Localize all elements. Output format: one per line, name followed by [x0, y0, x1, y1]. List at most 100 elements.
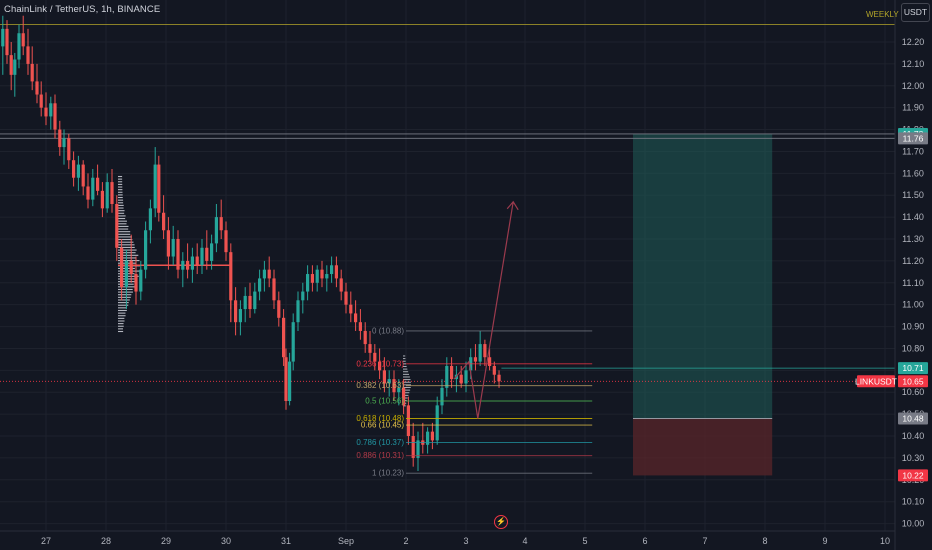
y-tick-label: 10.90 — [902, 322, 925, 332]
candle — [17, 24, 21, 69]
candle-body — [176, 239, 180, 270]
volume-bar — [118, 233, 131, 235]
candle-body — [248, 295, 252, 310]
candle — [171, 225, 175, 266]
candle — [243, 287, 247, 323]
candle-body — [483, 344, 487, 358]
candle — [86, 173, 90, 209]
x-tick-label: 31 — [281, 536, 291, 546]
candle — [76, 155, 80, 191]
candle-body — [13, 59, 17, 75]
candle-body — [310, 274, 314, 283]
candle-body — [96, 177, 100, 191]
price-tag-bg — [898, 375, 928, 388]
candle-body — [238, 309, 242, 323]
candle — [190, 247, 194, 283]
candle — [62, 129, 66, 165]
candle — [219, 199, 223, 240]
volume-bar — [118, 189, 123, 191]
target-zone — [633, 133, 773, 419]
candle-body — [148, 208, 152, 231]
volume-bar — [118, 217, 126, 220]
candle — [176, 230, 180, 279]
candle — [253, 282, 257, 314]
price-axis[interactable]: 12.2012.1012.0011.9011.8011.7011.6011.50… — [894, 0, 925, 550]
candle-body — [9, 55, 13, 75]
volume-bar — [403, 386, 411, 388]
candle — [91, 168, 95, 207]
candle — [200, 239, 204, 275]
fib-label: 0.66 (10.45) — [361, 421, 404, 430]
y-tick-label: 11.60 — [902, 168, 924, 178]
candle — [258, 269, 262, 301]
candle-body — [492, 365, 496, 375]
y-tick-label: 10.00 — [902, 519, 925, 529]
x-tick-label: 3 — [463, 536, 468, 546]
y-tick-label: 10.60 — [902, 387, 925, 397]
fib-label: 0.236 (10.73) — [356, 359, 404, 368]
volume-bar — [118, 199, 124, 201]
candle — [162, 195, 166, 240]
candle-body — [76, 164, 80, 178]
projection-line — [453, 201, 514, 419]
candle — [214, 203, 218, 253]
candle-body — [157, 164, 161, 213]
candle-body — [392, 379, 396, 393]
volume-bar — [403, 392, 410, 394]
candle-body — [105, 182, 109, 209]
candle-body — [30, 63, 34, 82]
candle — [288, 352, 292, 406]
candle — [144, 221, 148, 279]
candle — [459, 365, 463, 388]
candle — [310, 265, 314, 292]
candle-body — [430, 431, 434, 441]
fib-label: 0.886 (10.31) — [356, 451, 404, 460]
candle-body — [344, 291, 348, 305]
price-tag-bg — [898, 412, 928, 425]
candle-body — [67, 138, 71, 161]
candle — [30, 46, 34, 91]
fib-label: 0 (10.88) — [372, 326, 404, 335]
volume-bar — [118, 246, 135, 248]
candle-body — [291, 322, 295, 362]
candle-body — [53, 103, 57, 130]
candle-body — [144, 230, 148, 270]
candle — [382, 357, 386, 393]
candle-body — [39, 94, 43, 108]
candle — [272, 269, 276, 310]
candle — [26, 28, 30, 75]
volume-bar — [118, 315, 126, 317]
volume-bar — [118, 317, 125, 319]
candle — [339, 269, 343, 301]
chart-title: ChainLink / TetherUS, 1h, BINANCE — [4, 4, 161, 15]
price-tag: 10.22 — [902, 470, 924, 480]
currency-button[interactable]: USDT — [901, 3, 930, 22]
bolt-icon[interactable]: ⚡ — [494, 515, 508, 529]
volume-bar — [118, 231, 131, 233]
candle-body — [219, 217, 223, 231]
volume-bar — [403, 379, 411, 381]
volume-bar — [118, 328, 123, 330]
candle — [426, 427, 430, 454]
candle — [306, 265, 310, 301]
volume-bar — [118, 312, 126, 314]
time-axis[interactable]: 27 28 29 30 31 Sep 2 3 4 5 6 7 8 9 10 — [0, 530, 895, 546]
candle-body — [234, 300, 238, 323]
candle — [181, 252, 185, 288]
candle-body — [497, 374, 501, 382]
candle-body — [210, 243, 214, 261]
candle — [387, 370, 391, 397]
volume-bar — [118, 191, 123, 193]
candle-body — [1, 28, 5, 47]
fib-label: 0.382 (10.63) — [356, 381, 404, 390]
candle — [373, 344, 377, 371]
candle-body — [86, 186, 90, 200]
projection-path — [453, 200, 519, 419]
y-tick-label: 12.00 — [902, 81, 925, 91]
candle — [277, 291, 281, 327]
candle — [402, 379, 406, 415]
volume-bar — [403, 371, 409, 373]
volume-bar — [118, 302, 129, 304]
y-tick-label: 10.80 — [902, 343, 925, 353]
